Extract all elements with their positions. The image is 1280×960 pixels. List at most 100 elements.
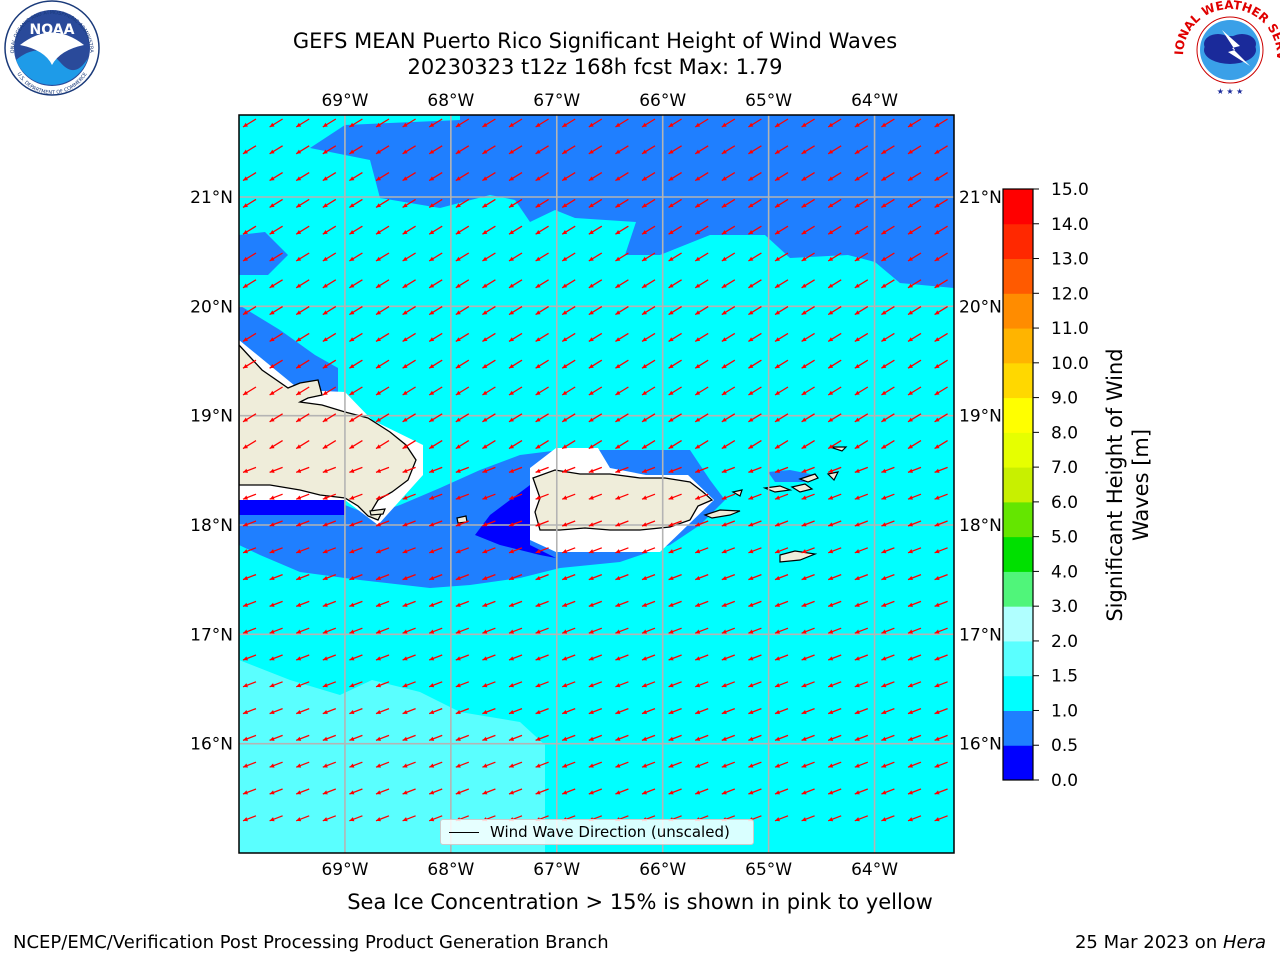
colorbar-segment — [1003, 189, 1033, 225]
wind-arrow — [854, 172, 869, 182]
wind-arrow — [375, 386, 390, 396]
wind-arrow — [322, 332, 337, 342]
wind-arrow — [322, 815, 337, 822]
wind-arrow — [615, 734, 629, 742]
wind-arrow — [349, 654, 363, 661]
wind-arrow — [668, 654, 682, 661]
wind-arrow — [242, 681, 257, 688]
wind-arrow — [242, 707, 257, 715]
wind-arrow — [349, 440, 363, 450]
wind-arrow — [375, 359, 390, 369]
wind-arrow — [615, 145, 629, 155]
wind-arrow — [827, 279, 842, 289]
wind-arrow — [269, 654, 283, 661]
wind-arrow — [801, 306, 815, 316]
wind-arrow — [934, 707, 948, 715]
wind-arrow — [748, 386, 762, 396]
wind-arrow — [349, 279, 363, 289]
colorbar-segment — [1003, 606, 1033, 642]
wind-arrow — [269, 198, 283, 208]
wind-arrow — [934, 493, 948, 500]
wind-arrow — [854, 466, 869, 474]
wind-arrow — [827, 707, 842, 715]
wind-arrow — [694, 413, 709, 423]
wind-arrow — [322, 654, 337, 661]
wind-arrow — [615, 118, 629, 128]
wind-arrow — [322, 466, 337, 474]
wind-arrow — [322, 252, 337, 262]
wind-arrow — [349, 466, 363, 474]
wind-arrow — [881, 386, 895, 396]
map-area — [239, 115, 954, 853]
land-vieques — [703, 509, 741, 519]
wind-arrow — [295, 761, 310, 768]
wind-arrow — [322, 225, 337, 235]
colorbar-segment — [1003, 675, 1033, 711]
wind-arrow — [455, 413, 470, 423]
wind-arrow — [561, 279, 576, 289]
wind-arrow — [641, 145, 656, 155]
wind-arrow — [668, 547, 682, 554]
wind-arrow — [508, 707, 523, 715]
wind-arrow — [934, 627, 948, 634]
wind-arrow — [428, 761, 443, 768]
wind-arrow — [588, 654, 603, 661]
wind-arrow — [535, 440, 549, 450]
wind-arrow — [508, 172, 523, 182]
wind-arrow — [561, 707, 576, 715]
wind-arrow — [694, 466, 709, 474]
wind-arrow — [748, 761, 762, 768]
wind-arrow — [774, 145, 789, 155]
wind-arrow — [721, 172, 736, 182]
wind-arrow — [668, 145, 682, 155]
wind-arrow — [907, 306, 922, 316]
wind-arrow — [375, 198, 390, 208]
wind-arrow — [269, 145, 283, 155]
wind-arrow — [907, 788, 922, 795]
wind-arrow — [455, 252, 470, 262]
wind-arrow — [881, 359, 895, 369]
wind-arrow — [748, 440, 762, 450]
wind-arrow — [668, 413, 682, 423]
wind-arrow — [641, 707, 656, 715]
wind-arrow — [508, 332, 523, 342]
wind-arrow — [668, 252, 682, 262]
wind-arrow — [934, 252, 948, 262]
wind-arrow — [615, 493, 629, 500]
wind-arrow — [907, 600, 922, 608]
wind-arrow — [907, 573, 922, 581]
wind-arrow — [801, 198, 815, 208]
wind-arrow — [455, 547, 470, 554]
lat-tick-label: 19°N — [190, 407, 233, 427]
land-tortola — [798, 473, 819, 483]
wind-arrow — [349, 332, 363, 342]
wind-arrow — [854, 118, 869, 128]
colorbar-segment — [1003, 710, 1033, 746]
wind-arrow — [615, 520, 629, 527]
wind-arrow — [774, 172, 789, 182]
colorbar-label: Significant Height of Wind Waves [m] — [1103, 348, 1153, 622]
wind-arrow — [482, 252, 496, 262]
wind-arrow — [854, 440, 869, 450]
wind-arrow — [668, 573, 682, 581]
wind-arrow — [322, 788, 337, 795]
wind-arrow — [827, 332, 842, 342]
wind-arrow — [269, 386, 283, 396]
lon-tick-label: 67°W — [533, 860, 580, 880]
wind-arrow — [881, 466, 895, 474]
wind-arrow — [641, 252, 656, 262]
colorbar-tick-label: 0.5 — [1051, 736, 1078, 756]
wind-arrow — [588, 761, 603, 768]
wind-arrow — [428, 413, 443, 423]
wind-arrow — [934, 573, 948, 581]
wind-arrow — [535, 627, 549, 634]
wind-arrow — [615, 681, 629, 688]
lat-ticks-left: 21°N 20°N 19°N 18°N 17°N 16°N — [190, 188, 233, 755]
colorbar-segment — [1003, 258, 1033, 294]
wind-arrow — [402, 493, 416, 500]
wind-arrow — [428, 306, 443, 316]
wind-arrow — [615, 654, 629, 661]
wind-arrow — [588, 681, 603, 688]
footer-date-text: 25 Mar 2023 on — [1074, 932, 1223, 953]
wind-arrow — [615, 413, 629, 423]
